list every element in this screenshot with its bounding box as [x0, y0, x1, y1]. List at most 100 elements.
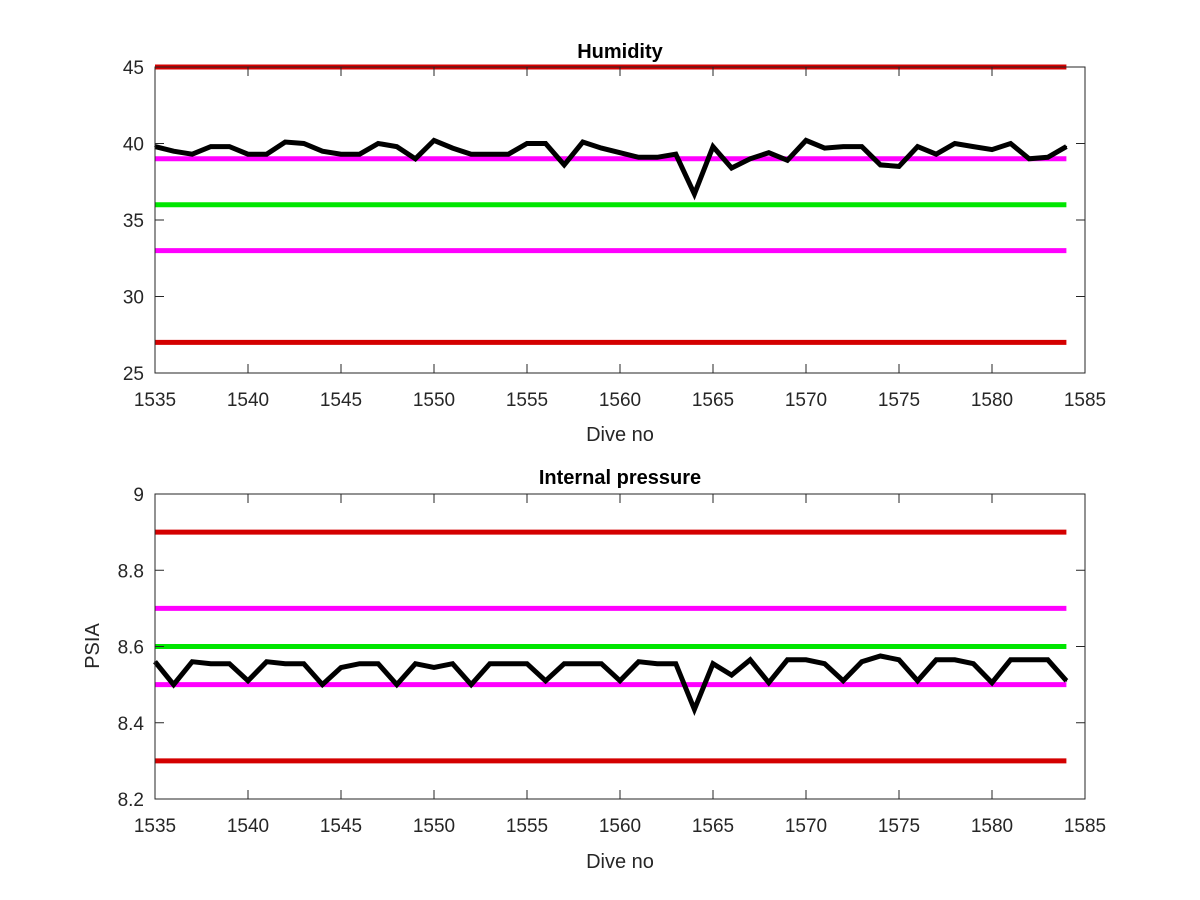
data-point — [935, 659, 937, 661]
data-point — [526, 142, 528, 145]
data-point — [879, 164, 882, 166]
data-point — [582, 141, 584, 143]
data-point — [916, 680, 919, 682]
data-point — [991, 148, 993, 151]
data-point — [600, 662, 603, 665]
data-point — [470, 153, 473, 156]
series-line-0 — [153, 653, 1069, 717]
data-point — [879, 655, 882, 657]
y-tick-label: 8.8 — [118, 561, 144, 582]
data-point — [954, 142, 956, 145]
data-point — [786, 159, 789, 162]
x-tick-label: 1585 — [1064, 390, 1106, 411]
y-tick-label: 9 — [133, 485, 144, 506]
data-point — [284, 141, 287, 143]
data-point — [396, 683, 398, 686]
data-point — [991, 681, 993, 684]
data-point — [563, 164, 565, 166]
x-tick-label: 1575 — [878, 816, 920, 837]
data-point — [563, 662, 565, 665]
x-tick-label: 1540 — [227, 816, 269, 837]
data-point — [433, 666, 435, 669]
data-point — [861, 660, 863, 663]
data-point — [358, 153, 361, 156]
data-point — [451, 147, 454, 149]
y-axis-ticks: 8.2 8.4 8.6 8.8 9 — [118, 485, 1085, 811]
data-point — [656, 156, 658, 159]
data-point — [377, 662, 380, 665]
series-line-0 — [154, 137, 1068, 201]
data-point — [582, 662, 584, 665]
data-point — [489, 662, 491, 665]
x-axis-ticks: 1535 1540 1545 1550 1555 1560 1565 1570 1575 1580… — [134, 494, 1106, 837]
y-axis-label: PSIA — [82, 623, 104, 669]
data-point — [1028, 158, 1030, 160]
data-point — [805, 659, 807, 661]
data-point — [600, 147, 603, 149]
data-point — [842, 680, 844, 682]
chart-title: Humidity — [577, 41, 663, 63]
data-point — [768, 151, 770, 154]
data-point — [656, 662, 658, 665]
data-point — [898, 659, 900, 661]
data-point — [303, 142, 305, 145]
data-point — [1047, 659, 1049, 661]
data-point — [1047, 156, 1049, 159]
x-tick-label: 1540 — [227, 390, 269, 411]
x-tick-label: 1570 — [785, 816, 827, 837]
data-point — [1028, 659, 1030, 661]
x-tick-label: 1585 — [1064, 816, 1106, 837]
data-point — [823, 147, 826, 149]
data-point — [712, 662, 714, 665]
data-point — [786, 659, 789, 661]
data-point — [414, 158, 417, 160]
data-point — [210, 145, 212, 148]
y-tick-label: 40 — [123, 135, 144, 156]
data-point — [507, 662, 510, 665]
data-point — [210, 662, 212, 665]
reference-lines — [155, 529, 1067, 764]
data-point — [749, 659, 751, 661]
data-point — [842, 145, 844, 148]
data-point — [693, 708, 696, 711]
data-point — [321, 683, 324, 686]
data-point — [693, 193, 696, 195]
x-tick-label: 1570 — [785, 390, 827, 411]
x-tick-label: 1580 — [971, 390, 1013, 411]
internal-pressure-panel: Internal pressure 1535 1540 1545 1550 1555 15… — [82, 467, 1106, 873]
series-group — [153, 653, 1069, 717]
data-point — [637, 660, 640, 663]
data-point — [191, 153, 193, 156]
data-point — [433, 139, 435, 142]
data-point — [284, 662, 287, 665]
data-point — [954, 659, 956, 661]
y-axis-ticks: 25 30 35 40 45 — [123, 58, 1085, 385]
data-point — [675, 662, 677, 665]
data-point — [265, 660, 268, 663]
y-tick-label: 8.4 — [118, 714, 145, 735]
x-axis-label: Dive no — [586, 424, 654, 446]
data-point — [358, 662, 361, 665]
data-point — [451, 662, 454, 665]
x-tick-label: 1565 — [692, 816, 734, 837]
data-point — [414, 662, 417, 665]
data-point — [749, 158, 751, 160]
x-tick-label: 1580 — [971, 816, 1013, 837]
x-tick-label: 1535 — [134, 390, 176, 411]
data-point — [526, 662, 528, 665]
series-group — [154, 137, 1068, 201]
data-point — [191, 660, 193, 663]
data-point — [1065, 680, 1068, 682]
data-point — [1009, 659, 1012, 661]
y-tick-label: 30 — [123, 288, 144, 309]
data-point — [507, 153, 510, 156]
data-point — [247, 153, 249, 156]
data-point — [377, 142, 380, 145]
data-point — [340, 153, 342, 156]
data-point — [1009, 142, 1012, 145]
data-point — [619, 151, 621, 154]
data-point — [898, 165, 900, 168]
data-point — [861, 145, 863, 148]
x-tick-label: 1560 — [599, 390, 641, 411]
